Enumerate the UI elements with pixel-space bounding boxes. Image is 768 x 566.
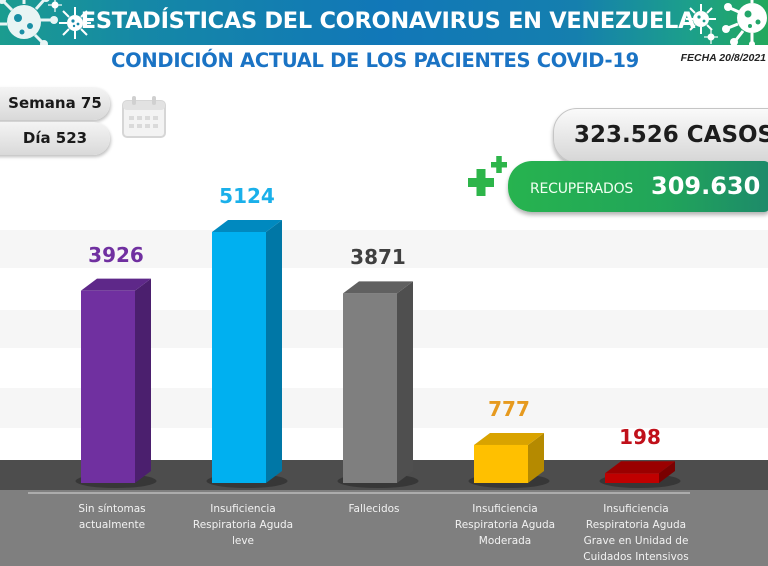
category-label: Fallecidos (304, 501, 444, 517)
data-label: 5124 (219, 184, 275, 208)
bar-top (343, 281, 413, 294)
bar (468, 432, 550, 488)
category-label-line: Insuficiencia (210, 503, 276, 515)
bar-side (528, 432, 544, 483)
category-label-line: Sin síntomas (78, 503, 146, 515)
bar (206, 220, 288, 488)
day-badge: Día 523 (0, 122, 110, 155)
bar (599, 461, 681, 488)
category-label: Insuficiencia Respiratoria Aguda Grave en … (566, 501, 706, 565)
category-label-line: Cuidados Intensivos (583, 551, 689, 563)
background-band (0, 230, 768, 268)
report-date: FECHA 20/8/2021 (680, 52, 766, 64)
bar-top (81, 278, 151, 291)
bar-side (397, 281, 413, 483)
recovered-value: 309.630 (651, 172, 761, 200)
plus-icon (468, 156, 507, 196)
calendar-icon (122, 96, 166, 138)
bar-front (605, 473, 659, 483)
bar-front (343, 293, 397, 483)
bar-side (266, 220, 282, 483)
data-label: 3871 (350, 245, 406, 270)
virus-icon (59, 7, 91, 39)
bar (75, 278, 157, 488)
bar-side (135, 278, 151, 483)
category-label-line: Respiratoria Aguda (585, 519, 687, 531)
bar-side (659, 461, 675, 483)
data-label: 198 (619, 425, 661, 450)
category-label-line: Respiratoria Aguda (192, 519, 294, 531)
virus-icon (686, 4, 716, 34)
bar-top (212, 220, 282, 232)
category-label: Sin síntomas actualmente (42, 501, 182, 533)
total-cases-label: 323.526 CASOS (574, 122, 768, 148)
category-label-line: actualmente (78, 519, 146, 531)
category-label-line: Grave en Unidad de (583, 535, 689, 547)
category-label: Insuficiencia Respiratoria Aguda leve (173, 501, 313, 549)
category-label-line: Respiratoria Aguda (454, 519, 556, 531)
page-subtitle: CONDICIÓN ACTUAL DE LOS PACIENTES COVID-… (111, 49, 639, 72)
total-cases-badge: 323.526 CASOS (553, 108, 768, 163)
category-label-line: Insuficiencia (603, 503, 669, 515)
virus-icon (722, 0, 767, 45)
bar (337, 281, 419, 488)
bar-front (81, 290, 135, 483)
category-label-line: Fallecidos (348, 503, 400, 515)
bar-top (474, 432, 544, 445)
category-label-line: leve (231, 535, 255, 547)
category-label-line: Moderada (478, 535, 532, 547)
header-title: ESTADÍSTICAS DEL CORONAVIRUS EN VENEZUEL… (80, 8, 696, 34)
label-area (0, 490, 768, 566)
recovered-badge: RECUPERADOS 309.630 (508, 161, 768, 212)
category-label-line: Insuficiencia (472, 503, 538, 515)
data-label: 3926 (88, 242, 144, 267)
virus-icon (48, 0, 62, 12)
bar-top (605, 461, 675, 474)
bar-front (474, 444, 528, 483)
recovered-label: RECUPERADOS (530, 181, 634, 197)
category-label: Insuficiencia Respiratoria Aguda Moderada (435, 501, 575, 549)
header-banner: ESTADÍSTICAS DEL CORONAVIRUS EN VENEZUEL… (0, 0, 768, 45)
virus-icon (704, 30, 718, 44)
week-badge: Semana 75 (0, 87, 110, 120)
bar-front (212, 232, 266, 483)
virus-icon (0, 0, 58, 45)
data-label: 777 (488, 396, 530, 421)
